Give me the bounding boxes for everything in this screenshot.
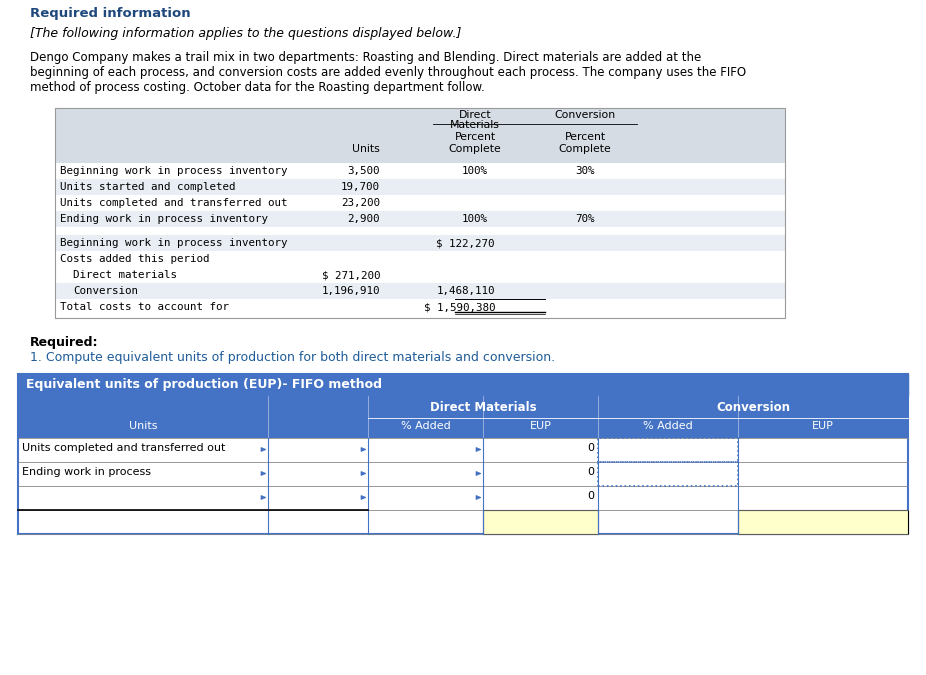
Text: 2,900: 2,900 (347, 214, 380, 224)
Bar (18, 486, 908, 510)
Text: 3,500: 3,500 (347, 166, 380, 176)
Text: Units started and completed: Units started and completed (60, 182, 235, 192)
Text: 100%: 100% (462, 214, 488, 224)
Text: EUP: EUP (530, 421, 552, 431)
Bar (55, 179, 785, 195)
Text: 19,700: 19,700 (341, 182, 380, 192)
Text: Percent: Percent (565, 132, 606, 142)
Bar (55, 163, 785, 179)
Text: Costs added this period: Costs added this period (60, 254, 209, 264)
Text: Dengo Company makes a trail mix in two departments: Roasting and Blending. Direc: Dengo Company makes a trail mix in two d… (30, 51, 701, 64)
Bar (55, 195, 785, 211)
Text: % Added: % Added (401, 421, 450, 431)
Text: EUP: EUP (812, 421, 834, 431)
Text: Complete: Complete (448, 144, 501, 154)
Text: $ 271,200: $ 271,200 (321, 270, 380, 280)
Bar (55, 299, 785, 315)
Bar (55, 283, 785, 299)
Text: Total costs to account for: Total costs to account for (60, 302, 229, 312)
Text: % Added: % Added (644, 421, 693, 431)
Bar (598, 438, 738, 462)
Text: Beginning work in process inventory: Beginning work in process inventory (60, 166, 287, 176)
Text: Conversion: Conversion (716, 401, 790, 414)
Text: Required:: Required: (30, 336, 98, 349)
Text: Direct materials: Direct materials (73, 270, 177, 280)
Text: Conversion: Conversion (73, 286, 138, 296)
Bar (55, 235, 785, 251)
Text: Units: Units (352, 144, 380, 154)
Text: beginning of each process, and conversion costs are added evenly throughout each: beginning of each process, and conversio… (30, 66, 746, 79)
Text: 70%: 70% (575, 214, 594, 224)
Text: 1. Compute equivalent units of production for both direct materials and conversi: 1. Compute equivalent units of productio… (30, 351, 555, 364)
Text: Required information: Required information (30, 7, 191, 20)
Text: Materials: Materials (450, 120, 500, 130)
Bar (738, 510, 908, 534)
Text: 100%: 100% (462, 166, 488, 176)
Text: Ending work in process: Ending work in process (22, 467, 151, 477)
Text: Complete: Complete (558, 144, 611, 154)
Text: 1,196,910: 1,196,910 (321, 286, 380, 296)
Bar (55, 251, 785, 267)
Bar (55, 267, 785, 283)
Text: Units completed and transferred out: Units completed and transferred out (60, 198, 287, 208)
Bar (55, 108, 785, 318)
Text: 0: 0 (587, 467, 594, 477)
Text: Beginning work in process inventory: Beginning work in process inventory (60, 238, 287, 248)
Bar (18, 510, 908, 534)
Text: [The following information applies to the questions displayed below.]: [The following information applies to th… (30, 27, 461, 40)
Text: 1,468,110: 1,468,110 (436, 286, 495, 296)
Text: Equivalent units of production (EUP)- FIFO method: Equivalent units of production (EUP)- FI… (26, 378, 382, 391)
Text: Direct: Direct (458, 110, 492, 120)
Text: Units: Units (129, 421, 157, 431)
Text: method of process costing. October data for the Roasting department follow.: method of process costing. October data … (30, 81, 484, 94)
Bar (55, 211, 785, 227)
Text: 23,200: 23,200 (341, 198, 380, 208)
Text: Ending work in process inventory: Ending work in process inventory (60, 214, 268, 224)
Bar (483, 510, 598, 534)
Text: Direct Materials: Direct Materials (430, 401, 536, 414)
Bar (18, 396, 908, 438)
Text: $ 1,590,380: $ 1,590,380 (423, 302, 495, 312)
Text: Conversion: Conversion (555, 110, 616, 120)
Bar (18, 462, 908, 486)
Text: 30%: 30% (575, 166, 594, 176)
Bar (598, 462, 738, 486)
Bar (18, 374, 908, 396)
Bar (18, 438, 908, 462)
Text: Percent: Percent (455, 132, 495, 142)
Bar (18, 374, 908, 534)
Bar (55, 108, 785, 163)
Text: 0: 0 (587, 443, 594, 453)
Text: Units completed and transferred out: Units completed and transferred out (22, 443, 225, 453)
Text: $ 122,270: $ 122,270 (436, 238, 495, 248)
Text: 0: 0 (587, 491, 594, 501)
